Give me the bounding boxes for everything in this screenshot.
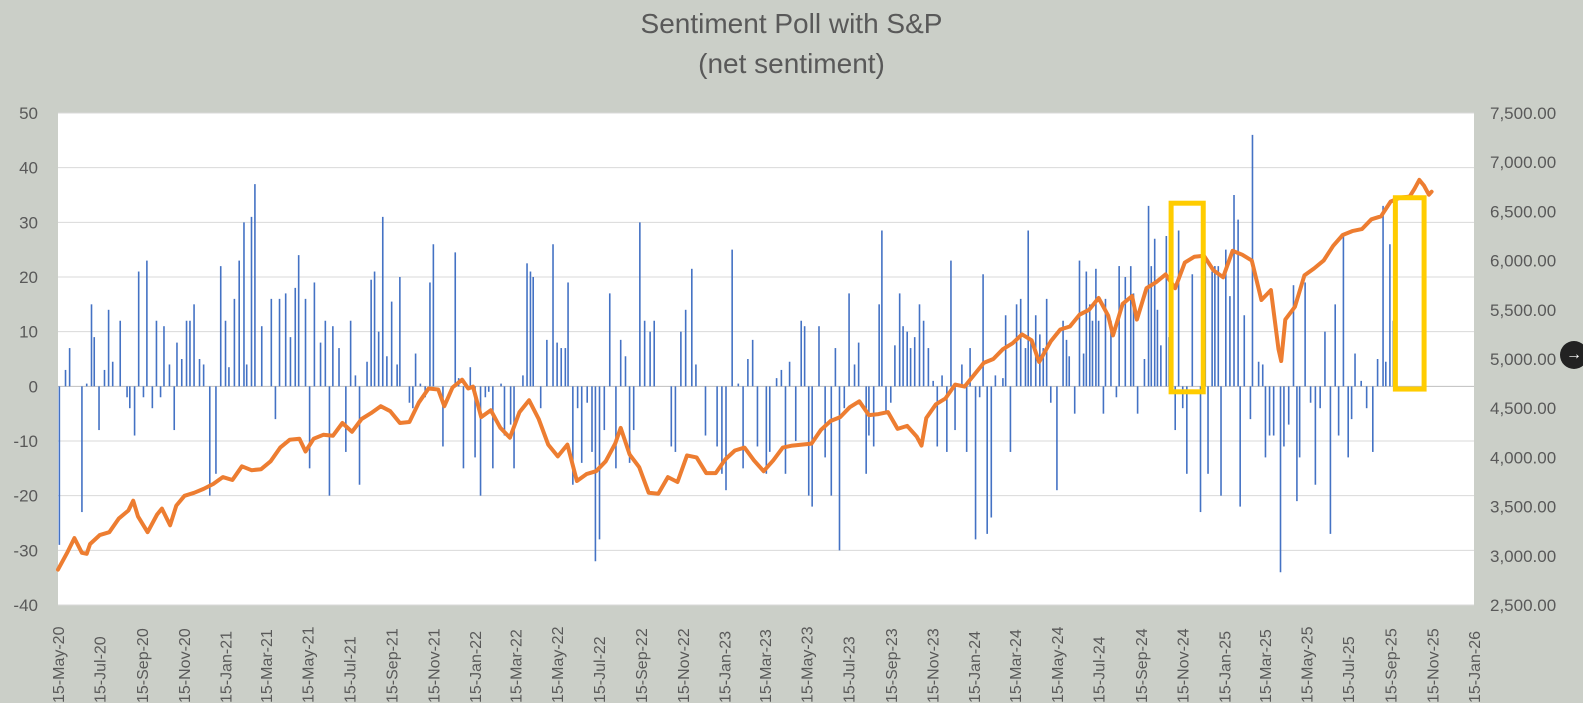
x-tick-label: 15-May-24 <box>1050 626 1067 703</box>
left-tick-label: -40 <box>13 596 38 615</box>
left-tick-label: -30 <box>13 541 38 560</box>
right-tick-label: 6,500.00 <box>1490 202 1556 221</box>
x-tick-label: 15-May-21 <box>301 626 318 703</box>
left-tick-label: 30 <box>19 213 38 232</box>
x-tick-label: 15-Mar-21 <box>259 629 276 703</box>
left-axis-ticks: 50 40 30 20 10 0 -10 -20 -30 -40 <box>13 104 38 615</box>
x-tick-label: 15-Jan-23 <box>718 631 735 703</box>
x-tick-label: 15-Nov-20 <box>177 628 194 703</box>
right-tick-label: 5,500.00 <box>1490 301 1556 320</box>
x-tick-label: 15-Jan-26 <box>1467 631 1484 703</box>
x-tick-label: 15-Jan-24 <box>967 631 984 703</box>
left-tick-label: -10 <box>13 432 38 451</box>
sp500-line <box>56 177 1434 572</box>
right-axis-ticks: 7,500.00 7,000.00 6,500.00 6,000.00 5,500.00… <box>1490 104 1556 615</box>
left-tick-label: -20 <box>13 487 38 506</box>
x-tick-label: 15-Jan-21 <box>219 631 236 703</box>
x-tick-label: 15-Nov-23 <box>925 628 942 703</box>
plot-area <box>58 113 1474 605</box>
x-tick-label: 15-Nov-21 <box>426 628 443 703</box>
chart-title-block: Sentiment Poll with S&P (net sentiment) <box>0 4 1583 84</box>
x-tick-label: 15-Sep-24 <box>1134 628 1151 703</box>
arrow-right-icon[interactable]: → <box>1560 341 1583 369</box>
right-tick-label: 2,500.00 <box>1490 596 1556 615</box>
right-tick-label: 4,500.00 <box>1490 399 1556 418</box>
x-tick-label: 15-Jul-21 <box>342 636 359 703</box>
x-tick-label: 15-Jul-25 <box>1341 636 1358 703</box>
x-axis-ticks: 15-May-20 15-Jul-20 15-Sep-20 15-Nov-20 15-J… <box>51 626 1484 703</box>
x-tick-label: 15-Sep-23 <box>884 628 901 703</box>
x-tick-label: 15-May-22 <box>550 626 567 703</box>
left-tick-label: 40 <box>19 159 38 178</box>
right-tick-label: 5,000.00 <box>1490 350 1556 369</box>
x-tick-label: 15-May-23 <box>800 626 817 703</box>
right-tick-label: 3,000.00 <box>1490 547 1556 566</box>
x-tick-label: 15-Jul-24 <box>1092 636 1109 703</box>
x-tick-label: 15-Mar-25 <box>1258 629 1275 703</box>
x-tick-label: 15-Mar-24 <box>1008 629 1025 703</box>
x-tick-label: 15-Nov-22 <box>676 628 693 703</box>
x-tick-label: 15-Sep-22 <box>634 628 651 703</box>
sp500-line-group <box>56 177 1434 572</box>
right-tick-label: 4,000.00 <box>1490 448 1556 467</box>
right-tick-label: 3,500.00 <box>1490 498 1556 517</box>
left-tick-label: 10 <box>19 323 38 342</box>
x-tick-label: 15-Nov-25 <box>1425 628 1442 703</box>
right-tick-label: 7,500.00 <box>1490 104 1556 123</box>
x-tick-label: 15-Sep-25 <box>1384 628 1401 703</box>
x-tick-label: 15-Sep-21 <box>385 628 402 703</box>
highlight-box <box>1392 195 1427 392</box>
x-tick-label: 15-Jul-23 <box>841 636 858 703</box>
left-tick-label: 50 <box>19 104 38 123</box>
left-tick-label: 20 <box>19 268 38 287</box>
left-tick-label: 0 <box>29 377 38 396</box>
x-tick-label: 15-Jul-20 <box>93 636 110 703</box>
chart-title: Sentiment Poll with S&P <box>640 8 943 39</box>
highlight-box <box>1168 200 1206 395</box>
highlight-boxes <box>1168 195 1427 395</box>
right-tick-label: 7,000.00 <box>1490 153 1556 172</box>
x-tick-label: 15-May-20 <box>51 626 68 703</box>
x-tick-label: 15-May-25 <box>1299 626 1316 703</box>
x-tick-label: 15-Mar-23 <box>758 629 775 703</box>
x-tick-label: 15-Jan-25 <box>1217 631 1234 703</box>
x-tick-label: 15-Jul-22 <box>592 636 609 703</box>
x-tick-label: 15-Nov-24 <box>1176 628 1193 703</box>
sentiment-bars <box>58 134 1398 573</box>
chart-subtitle: (net sentiment) <box>698 48 885 79</box>
right-tick-label: 6,000.00 <box>1490 252 1556 271</box>
x-tick-label: 15-Mar-22 <box>508 629 525 703</box>
x-tick-label: 15-Jan-22 <box>468 631 485 703</box>
x-tick-label: 15-Sep-20 <box>135 628 152 703</box>
